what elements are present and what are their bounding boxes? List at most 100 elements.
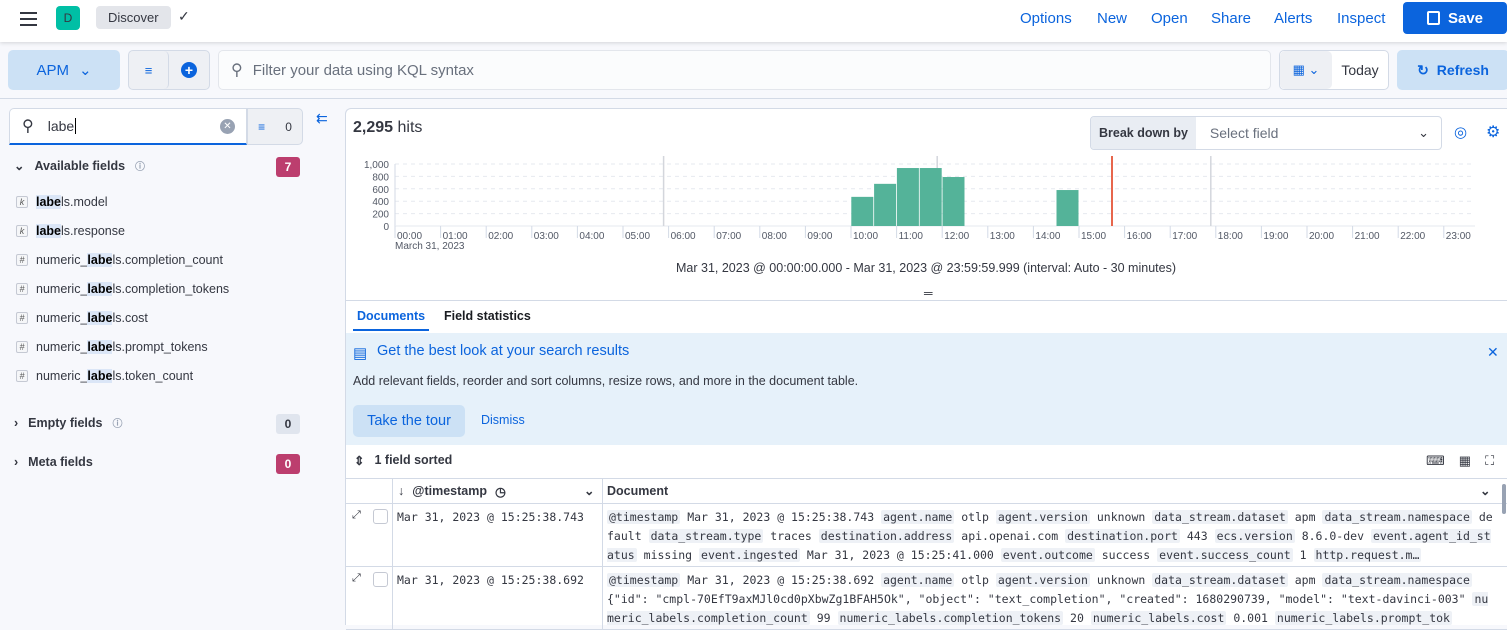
alerts-link[interactable]: Alerts	[1274, 10, 1313, 27]
chevron-down-icon: ⌄	[78, 62, 92, 79]
divider	[345, 300, 1507, 301]
calendar-icon[interactable]: ▦ ⌄	[1280, 51, 1332, 89]
x-tick-label: 19:00	[1263, 231, 1288, 242]
number-type-icon: #	[16, 254, 28, 266]
tab-field-statistics[interactable]: Field statistics	[444, 309, 531, 323]
clear-icon[interactable]: ✕	[220, 118, 235, 134]
histogram-bar	[1056, 190, 1079, 226]
tour-callout: ▤ Get the best look at your search resul…	[346, 333, 1507, 445]
share-link[interactable]: Share	[1211, 10, 1252, 27]
visualize-icon[interactable]: ◎	[1454, 124, 1468, 141]
dismiss-button[interactable]: Dismiss	[481, 413, 525, 427]
resize-handle[interactable]: ═	[924, 286, 933, 300]
kql-search-input[interactable]: ⚲ Filter your data using KQL syntax	[218, 50, 1271, 90]
chevron-down-icon[interactable]: ⌄	[584, 484, 595, 498]
histogram-bar	[919, 168, 942, 226]
field-key: event.ingested	[699, 548, 800, 562]
x-tick-label: 05:00	[625, 231, 650, 242]
table-row[interactable]: ⤢ Mar 31, 2023 @ 15:25:38.743	[346, 504, 1507, 567]
inspect-link[interactable]: Inspect	[1337, 10, 1386, 27]
collapse-sidebar-icon[interactable]: ⇇	[316, 110, 328, 126]
chevron-down-icon[interactable]: ⌄	[1480, 484, 1491, 498]
sort-indicator[interactable]: ⇕ 1 field sorted	[354, 453, 453, 468]
grid-toolbar: ⌨ ▦ ⛶	[1426, 453, 1494, 469]
x-tick-label: 01:00	[443, 231, 468, 242]
field-search-input[interactable]: ⚲ labe ✕	[9, 108, 247, 145]
field-key: numeric_labels.completion_tokens	[837, 611, 1064, 625]
y-tick-label: 0	[383, 222, 389, 233]
date-label[interactable]: Today	[1341, 62, 1379, 78]
data-view-selector[interactable]: APM ⌄	[8, 50, 120, 90]
field-key: numeric_labels.cost	[1090, 611, 1227, 625]
y-tick-label: 400	[372, 197, 389, 208]
field-value: Mar 31, 2023 @ 15:25:38.743	[687, 510, 875, 524]
close-icon[interactable]: ✕	[1487, 344, 1499, 360]
field-value: apm	[1294, 510, 1316, 524]
row-checkbox[interactable]	[373, 572, 388, 587]
field-item[interactable]: k labels.response	[16, 224, 125, 238]
column-header-timestamp[interactable]: ↓ @timestamp ◷	[398, 484, 506, 499]
chevron-down-icon: ⌄	[14, 159, 25, 173]
field-item[interactable]: # numeric_labels.completion_count	[16, 253, 223, 267]
x-tick-label: 11:00	[899, 231, 924, 242]
density-icon[interactable]: ▦	[1458, 453, 1472, 468]
field-value: unknown	[1096, 510, 1146, 524]
date-picker[interactable]: ▦ ⌄ Today	[1279, 50, 1389, 90]
add-filter-icon[interactable]: +	[169, 51, 209, 89]
gear-icon[interactable]: ⚙	[1486, 124, 1501, 141]
take-tour-button[interactable]: Take the tour	[353, 405, 465, 437]
scrollbar[interactable]	[1502, 484, 1506, 514]
save-button[interactable]: Save	[1403, 2, 1507, 34]
available-fields-toggle[interactable]: ⌄ Available fields ⓘ	[14, 158, 145, 174]
section-label: Available fields	[34, 158, 126, 173]
y-tick-label: 800	[372, 172, 389, 183]
field-key: data_stream.dataset	[1152, 510, 1288, 524]
field-item[interactable]: # numeric_labels.token_count	[16, 369, 193, 383]
field-key: destination.address	[818, 529, 955, 543]
field-key: data_stream.namespace	[1322, 573, 1472, 587]
field-item[interactable]: # numeric_labels.completion_tokens	[16, 282, 229, 296]
filter-group: ≡ +	[128, 50, 210, 90]
callout-body: Add relevant fields, reorder and sort co…	[353, 374, 859, 388]
tab-documents[interactable]: Documents	[353, 309, 430, 331]
time-range: Mar 31, 2023 @ 00:00:00.000 - Mar 31, 20…	[676, 261, 1176, 275]
y-tick-label: 1,000	[364, 160, 389, 171]
space-avatar[interactable]: D	[56, 6, 80, 30]
field-type-filter[interactable]: ≡ 0	[247, 108, 303, 145]
expand-icon[interactable]: ⤢	[352, 509, 361, 521]
field-key: @timestamp	[607, 510, 681, 524]
x-tick-label: 20:00	[1309, 231, 1334, 242]
empty-fields-toggle[interactable]: › Empty fields ⓘ	[14, 415, 123, 431]
new-link[interactable]: New	[1097, 10, 1128, 27]
open-link[interactable]: Open	[1151, 10, 1188, 27]
top-header: D Discover ✓ Options New Open Share Aler…	[0, 0, 1507, 42]
field-item[interactable]: k labels.model	[16, 195, 108, 209]
breadcrumb[interactable]: Discover	[96, 6, 171, 29]
refresh-button[interactable]: ↻ Refresh	[1397, 50, 1507, 90]
number-type-icon: #	[16, 283, 28, 295]
field-key: http.request.m…	[1313, 548, 1422, 562]
keyboard-icon[interactable]: ⌨	[1426, 453, 1445, 468]
breakdown-select[interactable]: Break down by Select field ⌄	[1090, 116, 1442, 150]
field-name: numeric_labels.prompt_tokens	[36, 340, 208, 354]
expand-icon[interactable]: ⤢	[352, 572, 361, 584]
save-icon	[1426, 11, 1440, 25]
row-checkbox[interactable]	[373, 509, 388, 524]
options-link[interactable]: Options	[1020, 10, 1072, 27]
x-tick-label: 08:00	[762, 231, 787, 242]
field-value: default	[607, 510, 1493, 543]
help-icon: ⓘ	[112, 419, 123, 430]
menu-icon[interactable]	[20, 12, 37, 26]
field-item[interactable]: # numeric_labels.cost	[16, 311, 148, 325]
filter-menu-icon[interactable]: ≡	[129, 51, 169, 89]
x-tick-label: 09:00	[807, 231, 832, 242]
x-tick-label: 04:00	[579, 231, 604, 242]
column-header-document[interactable]: Document	[607, 484, 669, 498]
meta-fields-toggle[interactable]: › Meta fields	[14, 455, 93, 469]
field-item[interactable]: # numeric_labels.prompt_tokens	[16, 340, 208, 354]
field-name: labels.response	[36, 224, 125, 238]
chevron-right-icon: ›	[14, 455, 19, 469]
fullscreen-icon[interactable]: ⛶	[1485, 453, 1495, 468]
field-name: numeric_labels.completion_count	[36, 253, 223, 267]
